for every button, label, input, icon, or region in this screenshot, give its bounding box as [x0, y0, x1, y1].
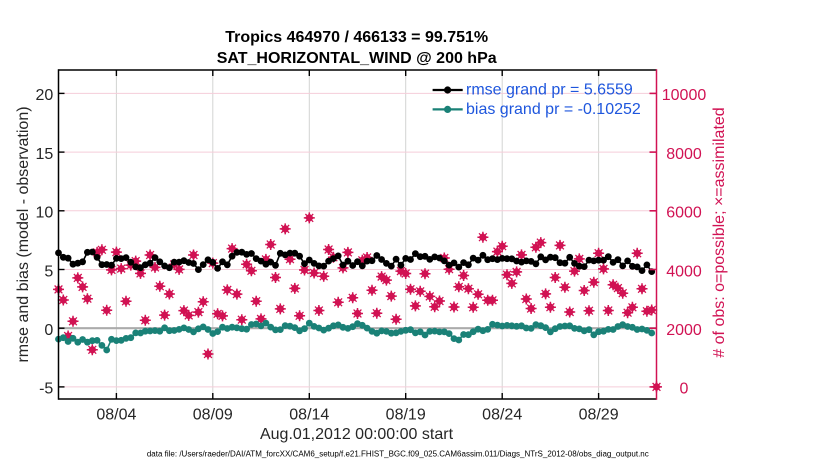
svg-text:4000: 4000 — [666, 263, 702, 280]
svg-text:Tropics 464970 / 466133 = 99.7: Tropics 464970 / 466133 = 99.751% — [225, 29, 488, 46]
svg-text:-5: -5 — [39, 381, 53, 398]
svg-text:bias grand pr = -0.10252: bias grand pr = -0.10252 — [466, 101, 641, 118]
svg-text:10: 10 — [36, 205, 54, 222]
svg-text:08/24: 08/24 — [482, 407, 522, 424]
svg-text:# of obs: o=possible; ×=assimi: # of obs: o=possible; ×=assimilated — [711, 107, 728, 357]
svg-text:0: 0 — [44, 322, 53, 339]
svg-text:2000: 2000 — [666, 322, 702, 339]
svg-text:rmse grand pr = 5.6559: rmse grand pr = 5.6559 — [466, 82, 633, 99]
svg-text:8000: 8000 — [666, 146, 702, 163]
svg-text:SAT_HORIZONTAL_WIND @ 200 hPa: SAT_HORIZONTAL_WIND @ 200 hPa — [217, 50, 497, 67]
svg-text:0: 0 — [680, 381, 689, 398]
svg-text:Aug.01,2012 00:00:00 start: Aug.01,2012 00:00:00 start — [260, 426, 454, 443]
svg-text:rmse and bias (model - observa: rmse and bias (model - observation) — [15, 106, 32, 362]
svg-text:6000: 6000 — [666, 205, 702, 222]
svg-text:08/19: 08/19 — [386, 407, 426, 424]
svg-text:15: 15 — [36, 146, 54, 163]
svg-text:08/14: 08/14 — [289, 407, 329, 424]
svg-text:08/04: 08/04 — [96, 407, 136, 424]
svg-text:08/09: 08/09 — [193, 407, 233, 424]
svg-text:data file: /Users/raeder/DAI/A: data file: /Users/raeder/DAI/ATM_forcXX/… — [147, 450, 649, 459]
svg-text:20: 20 — [36, 87, 54, 104]
svg-text:10000: 10000 — [662, 87, 707, 104]
svg-text:08/29: 08/29 — [579, 407, 619, 424]
svg-text:5: 5 — [44, 263, 53, 280]
